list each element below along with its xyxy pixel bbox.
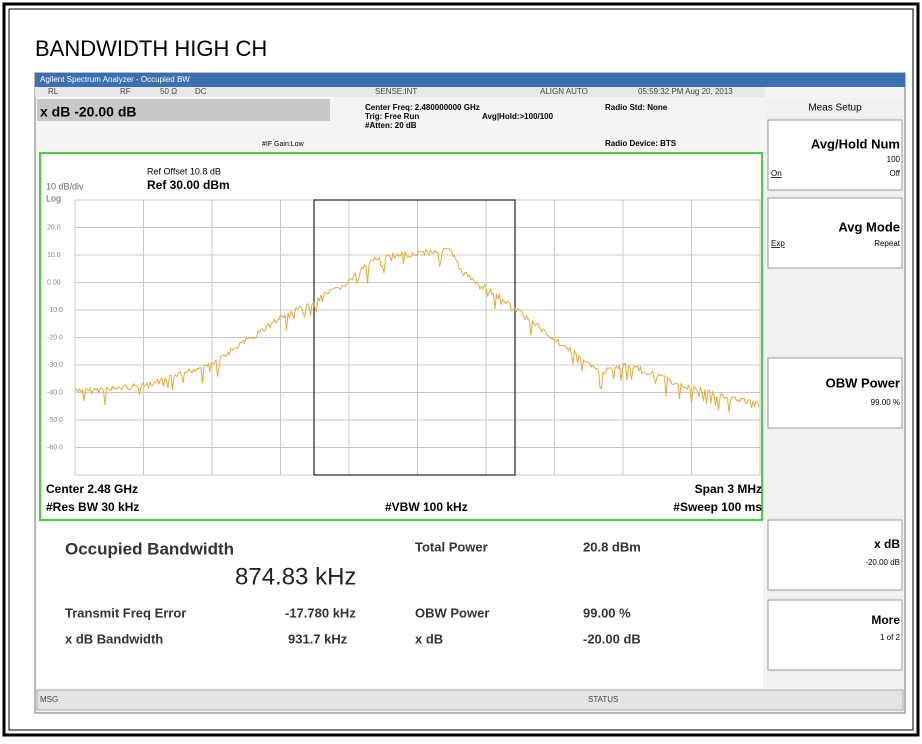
log: Log bbox=[46, 193, 61, 203]
ref-level: Ref 30.00 dBm bbox=[147, 178, 230, 192]
menu-title: Meas Setup bbox=[808, 103, 862, 114]
result-label: Occupied Bandwidth bbox=[65, 539, 234, 558]
y-axis-label: 10.0 bbox=[47, 252, 61, 259]
y-axis-label: -10.0 bbox=[47, 307, 63, 314]
active-function bbox=[37, 99, 330, 121]
ref-offset: Ref Offset 10.8 dB bbox=[147, 166, 221, 176]
status-msg: MSG bbox=[40, 695, 58, 704]
result-label: OBW Power bbox=[415, 605, 489, 620]
softkey[interactable] bbox=[767, 357, 903, 429]
res-bw: #Res BW 30 kHz bbox=[46, 500, 139, 514]
scale: 10 dB/div bbox=[46, 181, 84, 191]
active-function-text: x dB -20.00 dB bbox=[40, 104, 136, 120]
status: DC bbox=[195, 87, 207, 96]
y-axis-label: 20.0 bbox=[47, 224, 61, 231]
trace bbox=[74, 247, 760, 413]
status: SENSE:INT bbox=[375, 87, 417, 96]
sweep: #Sweep 100 ms bbox=[673, 500, 762, 514]
status: RF bbox=[120, 87, 131, 96]
graph-frame bbox=[39, 152, 763, 521]
setting: Trig: Free Run bbox=[365, 112, 419, 121]
results-panel bbox=[37, 523, 763, 688]
setting: #IF Gain:Low bbox=[262, 141, 305, 148]
y-axis-label: 0.00 bbox=[47, 279, 61, 286]
setting: Radio Device: BTS bbox=[605, 139, 677, 148]
y-axis-label: -50.0 bbox=[47, 417, 63, 424]
status: ALIGN AUTO bbox=[540, 87, 588, 96]
softkey-value: -20.00 dB bbox=[865, 558, 900, 567]
y-axis-label: -60.0 bbox=[47, 444, 63, 451]
obw-box bbox=[313, 199, 516, 476]
result-value: 99.00 % bbox=[583, 605, 631, 620]
status: 05:59:32 PM Aug 20, 2013 bbox=[638, 87, 733, 96]
softkey-value: 100 bbox=[887, 155, 901, 164]
softkey-label: x dB bbox=[874, 537, 900, 551]
softkey-option: Exp bbox=[771, 239, 785, 248]
y-axis-label: -20.0 bbox=[47, 334, 63, 341]
window-title: Agilent Spectrum Analyzer - Occupied BW bbox=[40, 75, 190, 84]
result-value: 874.83 kHz bbox=[235, 563, 356, 590]
softkey-label: Avg Mode bbox=[838, 219, 900, 234]
result-value: 20.8 dBm bbox=[583, 539, 641, 554]
softkey-label: Avg/Hold Num bbox=[811, 136, 900, 151]
setting: Radio Std: None bbox=[605, 103, 668, 112]
result-label: Transmit Freq Error bbox=[65, 605, 186, 620]
status-line bbox=[35, 87, 765, 97]
softkey[interactable] bbox=[767, 197, 903, 269]
result-label: Total Power bbox=[415, 539, 488, 554]
softkey-value: 1 of 2 bbox=[880, 633, 901, 642]
span: Span 3 MHz bbox=[695, 482, 762, 496]
softkey-option: Off bbox=[889, 169, 900, 178]
softkey-value: 99.00 % bbox=[871, 398, 900, 407]
result-value: -20.00 dB bbox=[583, 631, 641, 646]
vbw: #VBW 100 kHz bbox=[385, 500, 468, 514]
result-value: 931.7 kHz bbox=[288, 631, 348, 646]
status: RL bbox=[48, 87, 59, 96]
center: Center 2.48 GHz bbox=[46, 482, 138, 496]
softkey-option: On bbox=[771, 169, 782, 178]
softkeys: Meas Setup Avg/Hold Num 100 On Off Avg M… bbox=[767, 98, 903, 688]
setting: #Atten: 20 dB bbox=[365, 121, 417, 130]
result-value: -17.780 kHz bbox=[285, 605, 356, 620]
status-status: STATUS bbox=[588, 695, 618, 704]
softkey-label: OBW Power bbox=[826, 375, 900, 390]
status: 50 Ω bbox=[160, 87, 177, 96]
setting: Avg|Hold:>100/100 bbox=[482, 112, 554, 121]
result-label: x dB Bandwidth bbox=[65, 631, 163, 646]
status-bar bbox=[36, 689, 904, 711]
frame-inner bbox=[8, 8, 914, 731]
softkey-label: More bbox=[871, 613, 900, 627]
y-axis-label: -40.0 bbox=[47, 389, 63, 396]
page-title: BANDWIDTH HIGH CH bbox=[35, 36, 267, 61]
result-label: x dB bbox=[415, 631, 443, 646]
softkey[interactable] bbox=[767, 119, 903, 191]
title-bar bbox=[35, 73, 905, 87]
softkey-option: Repeat bbox=[874, 239, 901, 248]
softkey[interactable] bbox=[767, 599, 903, 671]
y-axis-label: -30.0 bbox=[47, 362, 63, 369]
setting: Center Freq: 2.480000000 GHz bbox=[365, 103, 480, 112]
softkey[interactable] bbox=[767, 519, 903, 591]
